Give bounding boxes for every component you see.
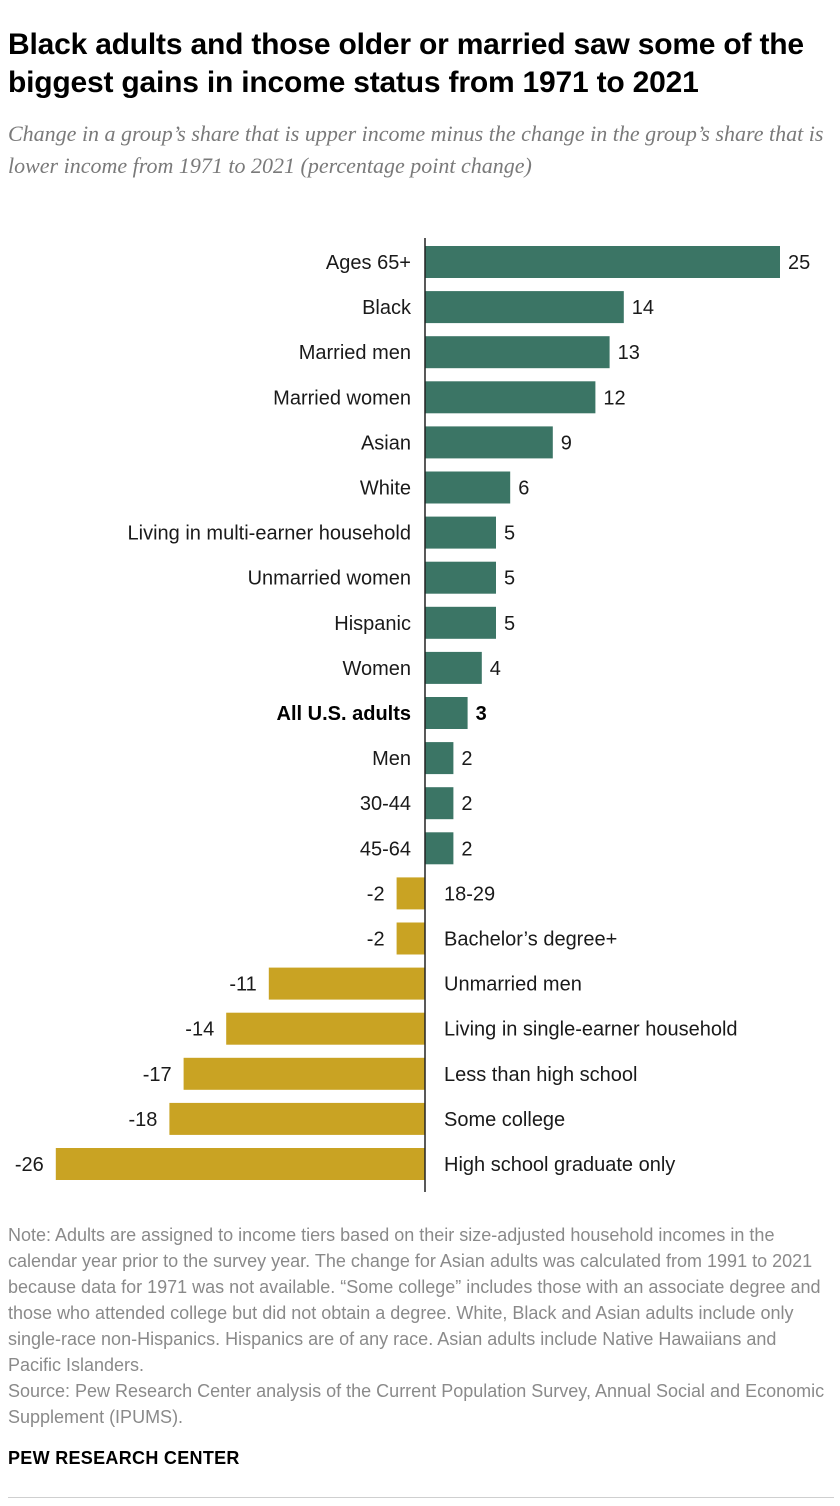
bar-some-college: [169, 1102, 425, 1135]
bar-ages-65: [425, 246, 780, 278]
category-label-unmarried-men: Unmarried men: [444, 974, 582, 996]
value-label-hispanic: 5: [504, 613, 515, 635]
value-label-living-in-single-earner-household: -14: [185, 1019, 214, 1041]
value-label-asian: 9: [561, 432, 572, 454]
value-label-45-64: 2: [461, 838, 472, 860]
bottom-divider: [8, 1497, 834, 1498]
bar-45-64: [425, 832, 454, 865]
category-label-ages-65: Ages 65+: [326, 252, 411, 274]
bar-living-in-multi-earner-household: [425, 516, 496, 549]
value-label-black: 14: [632, 297, 654, 319]
bar-married-men: [425, 336, 610, 369]
category-label-women: Women: [342, 658, 411, 680]
bar-high-school-graduate-only: [55, 1148, 426, 1180]
category-label-asian: Asian: [361, 432, 411, 454]
bar-18-29: [396, 877, 425, 910]
value-label-less-than-high-school: -17: [143, 1064, 172, 1086]
bar-30-44: [425, 787, 454, 820]
value-label-men: 2: [461, 748, 472, 770]
category-label-less-than-high-school: Less than high school: [444, 1064, 637, 1086]
chart-subtitle: Change in a group’s share that is upper …: [8, 121, 824, 178]
bar-asian: [425, 426, 553, 459]
bar-men: [425, 742, 454, 775]
category-label-married-women: Married women: [273, 387, 411, 409]
category-label-30-44: 30-44: [360, 793, 411, 815]
bar-bachelor-s-degree: [396, 922, 425, 955]
bar-white: [425, 471, 511, 504]
category-label-hispanic: Hispanic: [334, 613, 411, 635]
bar-unmarried-men: [268, 967, 425, 1000]
value-label-high-school-graduate-only: -26: [15, 1154, 44, 1176]
value-label-all-u-s-adults: 3: [476, 703, 487, 725]
category-label-living-in-single-earner-household: Living in single-earner household: [444, 1019, 738, 1041]
value-label-ages-65: 25: [788, 252, 810, 274]
value-label-living-in-multi-earner-household: 5: [504, 523, 515, 545]
category-label-unmarried-women: Unmarried women: [248, 568, 411, 590]
bar-unmarried-women: [425, 561, 496, 594]
chart-title: Black adults and those older or married …: [8, 28, 804, 99]
value-label-white: 6: [518, 478, 529, 500]
chart-note: Note: Adults are assigned to income tier…: [8, 1225, 821, 1375]
bar-less-than-high-school: [183, 1057, 425, 1090]
category-label-married-men: Married men: [299, 342, 411, 364]
category-label-all-u-s-adults: All U.S. adults: [277, 703, 411, 725]
category-label-45-64: 45-64: [360, 838, 411, 860]
bar-hispanic: [425, 606, 496, 639]
value-label-30-44: 2: [461, 793, 472, 815]
bar-living-in-single-earner-household: [226, 1012, 425, 1045]
value-label-unmarried-women: 5: [504, 568, 515, 590]
bar-women: [425, 651, 482, 684]
value-label-18-29: -2: [367, 883, 385, 905]
value-label-married-men: 13: [618, 342, 640, 364]
category-label-high-school-graduate-only: High school graduate only: [444, 1154, 675, 1176]
category-label-men: Men: [372, 748, 411, 770]
category-label-white: White: [360, 478, 411, 500]
category-label-18-29: 18-29: [444, 883, 495, 905]
brand-footer: PEW RESEARCH CENTER: [8, 1448, 240, 1468]
bar-married-women: [425, 381, 596, 414]
value-label-women: 4: [490, 658, 501, 680]
bars-layer: [55, 246, 780, 1180]
category-label-bachelor-s-degree: Bachelor’s degree+: [444, 929, 617, 951]
bar-black: [425, 291, 624, 324]
category-label-black: Black: [362, 297, 412, 319]
value-label-married-women: 12: [603, 387, 625, 409]
value-label-bachelor-s-degree: -2: [367, 929, 385, 951]
bar-all-u-s-adults: [425, 697, 468, 729]
value-label-some-college: -18: [128, 1109, 157, 1131]
category-label-living-in-multi-earner-household: Living in multi-earner household: [128, 523, 412, 545]
value-label-unmarried-men: -11: [229, 974, 256, 996]
chart-source: Source: Pew Research Center analysis of …: [8, 1381, 825, 1427]
category-label-some-college: Some college: [444, 1109, 565, 1131]
